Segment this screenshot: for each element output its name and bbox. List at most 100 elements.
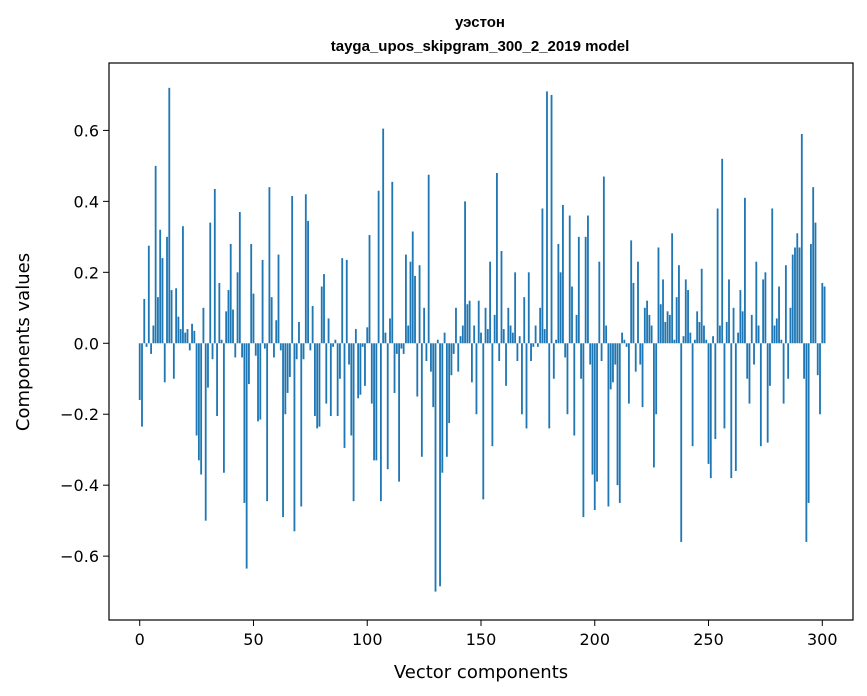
bar-15 — [172, 343, 175, 379]
bar-146 — [470, 343, 473, 383]
bar-211 — [618, 343, 621, 503]
bar-300 — [821, 282, 824, 344]
bar-176 — [539, 307, 542, 344]
bar-205 — [605, 325, 608, 344]
bar-260 — [730, 343, 733, 479]
bar-19 — [182, 226, 184, 344]
bar-61 — [277, 254, 280, 344]
bar-154 — [489, 261, 492, 344]
bar-67 — [291, 196, 294, 344]
bar-127 — [427, 174, 430, 344]
bar-49 — [250, 243, 253, 344]
bar-173 — [532, 343, 535, 347]
bar-272 — [757, 325, 760, 344]
bar-182 — [552, 343, 555, 379]
y-tick-label: −0.4 — [60, 476, 99, 495]
bar-284 — [784, 265, 787, 344]
x-tick-label: 150 — [466, 630, 497, 649]
bar-223 — [646, 300, 648, 344]
bar-21 — [186, 329, 189, 344]
bar-41 — [232, 309, 234, 344]
bar-33 — [213, 188, 216, 344]
bar-252 — [712, 336, 714, 344]
bar-234 — [671, 233, 674, 344]
bar-282 — [780, 339, 783, 344]
bar-209 — [614, 343, 617, 365]
bar-39 — [227, 290, 230, 344]
bar-36 — [220, 339, 223, 344]
bar-172 — [530, 343, 532, 362]
y-tick-label: 0.6 — [74, 121, 99, 140]
bar-145 — [468, 300, 471, 344]
bar-202 — [598, 261, 601, 344]
bar-150 — [480, 332, 482, 344]
bar-125 — [423, 307, 426, 344]
bar-217 — [632, 282, 635, 344]
bar-70 — [298, 321, 300, 344]
bar-74 — [307, 220, 309, 344]
bar-291 — [800, 133, 803, 344]
bar-183 — [555, 339, 557, 344]
bar-88 — [339, 343, 341, 379]
bar-133 — [441, 343, 444, 473]
bar-179 — [546, 91, 548, 344]
bar-26 — [197, 343, 200, 461]
bar-212 — [621, 332, 623, 344]
bar-299 — [819, 343, 821, 415]
bar-301 — [823, 286, 826, 344]
bar-37 — [222, 343, 225, 473]
bar-98 — [361, 343, 364, 347]
bar-244 — [693, 339, 696, 344]
bar-51 — [254, 343, 257, 356]
bar-227 — [655, 343, 658, 415]
bar-158 — [498, 343, 501, 362]
bar-187 — [564, 343, 567, 358]
bar-138 — [452, 343, 455, 354]
bar-190 — [571, 286, 573, 344]
bar-76 — [311, 306, 314, 344]
bar-159 — [500, 251, 503, 344]
bar-256 — [721, 158, 724, 344]
bar-164 — [511, 332, 514, 344]
bar-233 — [668, 314, 671, 344]
bar-84 — [329, 343, 332, 416]
bar-96 — [357, 343, 360, 399]
bar-185 — [559, 272, 562, 344]
bar-243 — [691, 343, 694, 447]
bar-218 — [634, 343, 637, 372]
bar-199 — [591, 343, 594, 475]
bar-153 — [486, 329, 489, 344]
bar-208 — [612, 343, 614, 383]
bar-203 — [600, 343, 603, 362]
bar-166 — [516, 343, 519, 362]
bar-73 — [304, 194, 307, 344]
bar-43 — [236, 272, 239, 344]
bar-121 — [414, 275, 416, 344]
bar-83 — [327, 318, 330, 344]
bar-27 — [200, 343, 203, 475]
bar-128 — [430, 343, 432, 372]
y-axis-label: Components values — [13, 253, 34, 431]
bar-5 — [150, 343, 152, 354]
chart-subtitle: tayga_upos_skipgram_300_2_2019 model — [331, 38, 630, 55]
bar-89 — [341, 258, 344, 344]
bar-139 — [455, 307, 457, 344]
bar-238 — [680, 343, 683, 542]
chart-title: уэстон — [455, 14, 505, 31]
y-tick-label: 0.4 — [74, 192, 99, 211]
bar-44 — [238, 212, 241, 344]
bar-135 — [445, 343, 448, 457]
bar-250 — [707, 343, 710, 464]
bar-20 — [184, 332, 187, 344]
bar-171 — [527, 272, 530, 344]
bar-157 — [496, 172, 498, 344]
bar-17 — [177, 316, 180, 344]
bar-258 — [725, 321, 728, 344]
bar-97 — [359, 343, 362, 395]
bar-52 — [257, 343, 259, 422]
y-tick-label: −0.6 — [60, 547, 99, 566]
bar-25 — [195, 343, 198, 436]
bar-95 — [354, 329, 357, 344]
bar-48 — [248, 343, 250, 385]
bar-230 — [662, 279, 664, 344]
